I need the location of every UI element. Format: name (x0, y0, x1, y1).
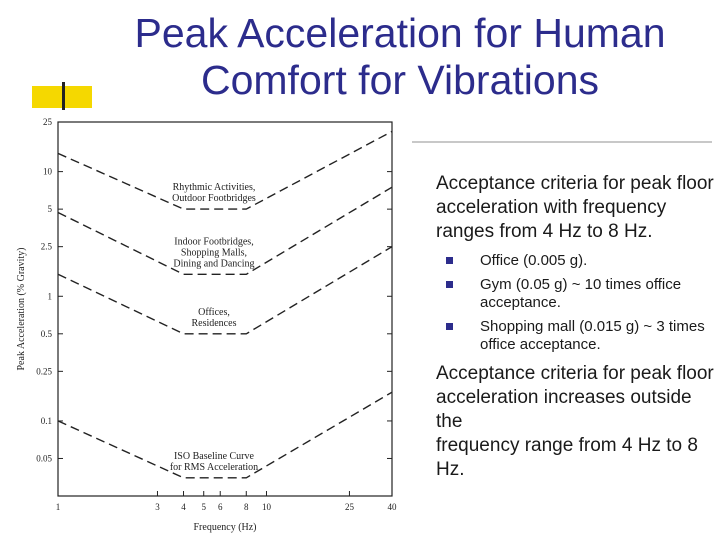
x-tick-label: 8 (244, 502, 249, 512)
y-tick-label: 0.05 (36, 453, 52, 463)
series-label-line: Residences (191, 318, 236, 329)
paragraph-outside-range-cont: frequency range from 4 Hz to 8 Hz. (436, 435, 698, 480)
x-tick-label: 40 (388, 502, 398, 512)
paragraph-outside-range: Acceptance criteria for peak floor accel… (436, 363, 714, 432)
bullet-gym-text: Gym (0.05 g) ~ 10 times office acceptanc… (480, 276, 682, 311)
y-tick-label: 10 (43, 167, 53, 177)
x-tick-label: 4 (181, 502, 186, 512)
series-line-4 (57, 391, 393, 479)
y-axis-label: Peak Acceleration (% Gravity) (16, 247, 27, 370)
y-tick-label: 0.1 (41, 416, 52, 426)
y-tick-label: 1 (48, 291, 53, 301)
slide-title: Peak Acceleration for Human Comfort for … (100, 10, 700, 104)
x-tick-label: 25 (345, 502, 355, 512)
series-label-line: Shopping Malls, (181, 247, 247, 258)
series-label-line: Dining and Dancing (173, 258, 254, 269)
bullet-office-text: Office (0.005 g). (480, 252, 588, 269)
y-tick-label: 2.5 (41, 242, 53, 252)
slide-body: Acceptance criteria for peak floor accel… (436, 172, 720, 482)
x-tick-label: 6 (218, 502, 223, 512)
series-label-1: Rhythmic Activities,Outdoor Footbridges (172, 182, 256, 204)
bullet-square-icon (446, 323, 453, 330)
acceleration-chart: 25 10 5 2.5 1 0.5 0.25 0.1 0.05 1 3 4 5 6 8 10 25 40 Frequ… (16, 117, 398, 533)
bullet-gym: Gym (0.05 g) ~ 10 times office acceptanc… (446, 276, 720, 312)
series-label-2: Indoor Footbridges,Shopping Malls,Dining… (173, 236, 254, 269)
y-tick-label: 0.25 (36, 366, 52, 376)
bullet-office: Office (0.005 g). (446, 252, 720, 270)
bullet-shopping-mall: Shopping mall (0.015 g) ~ 3 times office… (446, 318, 720, 354)
y-tick-label: 25 (43, 117, 53, 127)
title-line-1: Peak Acceleration for Human (134, 10, 666, 56)
series-label-line: Offices, (198, 307, 230, 318)
x-axis-label: Frequency (Hz) (193, 522, 256, 533)
plot-frame (57, 121, 393, 497)
series-line-3 (57, 246, 393, 335)
bullet-square-icon (446, 281, 453, 288)
title-accent-tick (62, 82, 65, 110)
series-label-line: Rhythmic Activities, (173, 182, 256, 193)
series-label-line: Indoor Footbridges, (174, 236, 253, 247)
criteria-bullet-list: Office (0.005 g). Gym (0.05 g) ~ 10 time… (436, 252, 720, 354)
x-tick-label: 10 (262, 502, 272, 512)
x-tick-label: 1 (56, 502, 61, 512)
bullet-shopping-mall-text: Shopping mall (0.015 g) ~ 3 times office… (480, 318, 705, 353)
series-label-line: ISO Baseline Curve (174, 451, 255, 462)
x-tick-label: 5 (201, 502, 206, 512)
y-tick-label: 5 (48, 204, 53, 214)
x-tick-label: 3 (155, 502, 160, 512)
title-underline (412, 141, 712, 143)
y-tick-label: 0.5 (41, 329, 53, 339)
series-label-line: Outdoor Footbridges (172, 193, 256, 204)
series-label-line: for RMS Acceleration (170, 462, 258, 473)
title-line-2: Comfort for Vibrations (200, 57, 599, 103)
series-line-2 (57, 186, 393, 275)
bullet-square-icon (446, 257, 453, 264)
series-line-1 (57, 130, 393, 210)
paragraph-frequency-range: Acceptance criteria for peak floor accel… (436, 173, 714, 242)
series-label-3: Offices,Residences (191, 307, 236, 329)
